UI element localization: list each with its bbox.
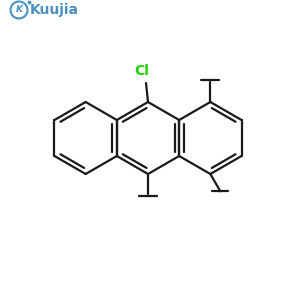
Text: K: K <box>16 5 22 14</box>
Text: Kuujia: Kuujia <box>30 3 79 17</box>
Text: Cl: Cl <box>135 64 149 78</box>
